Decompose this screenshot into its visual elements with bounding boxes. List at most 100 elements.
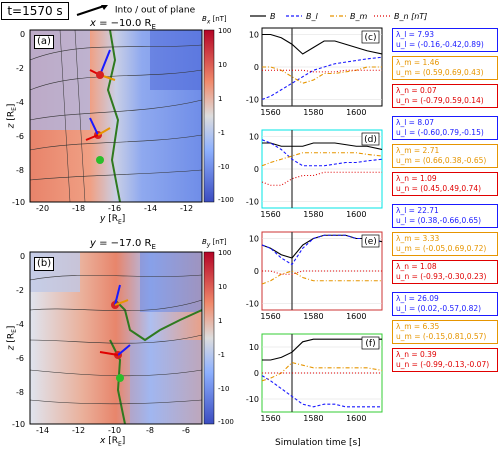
- time-label: t=1570 s: [1, 2, 69, 20]
- into-out-legend: Into / out of plane: [74, 3, 195, 17]
- n-box: λ_n = 1.09 u_n = (0.45,0.49,0.74): [392, 172, 498, 196]
- eigen-group-e: λ_l = 22.71 u_l = (0.38,-0.66,0.65) λ_m …: [392, 204, 498, 284]
- series-legend: B B_l B_m B_n [nT]: [248, 10, 498, 24]
- lambda-n: λ_n = 1.08: [396, 262, 437, 271]
- panel-b-title: y = −17.0 RE: [90, 238, 156, 251]
- panel-label: (c): [365, 33, 377, 43]
- probe-point: [96, 71, 104, 79]
- xtick: 1580: [303, 312, 323, 321]
- series-b-m: [261, 270, 382, 285]
- lambda-m: λ_m = 6.35: [396, 322, 440, 331]
- series-b-m: [261, 361, 383, 382]
- cb-tick: -100: [218, 418, 234, 426]
- lambda-n: λ_n = 0.39: [396, 350, 437, 359]
- panel-a-map: [29, 29, 203, 203]
- panel-a-xtick: -20: [36, 204, 50, 213]
- panel-a-xtick: -14: [144, 204, 158, 213]
- panel-b-xtick: -12: [72, 426, 86, 435]
- m-box: λ_m = 1.46 u_m = (0.59,0.69,0.43): [392, 56, 498, 80]
- series-b: [262, 33, 383, 55]
- u-l: u_l = (-0.16,-0.42,0.89): [396, 40, 484, 49]
- u-m: u_m = (0.59,0.69,0.43): [396, 68, 484, 77]
- panel-b-xlabel: x [RE]: [100, 436, 126, 448]
- panel-label: (e): [364, 237, 377, 247]
- line-xlabel: Simulation time [s]: [275, 438, 361, 448]
- ytick: 0: [254, 267, 259, 276]
- panel-label-box: [361, 336, 380, 350]
- n-box: λ_n = 0.39 u_n = (-0.99,-0.13,-0.07): [392, 348, 498, 372]
- xtick: 1560: [260, 108, 280, 117]
- panel-b-ytick: -8: [16, 388, 24, 397]
- series-b-l: [261, 375, 382, 408]
- panel-b-xtick: -8: [146, 426, 154, 435]
- panel-label-box: [361, 132, 380, 146]
- cb-tick: 1: [218, 95, 223, 103]
- m-box: λ_m = 3.33 u_m = (-0.05,0.69,0.72): [392, 232, 498, 256]
- panel-a-ytick: -4: [16, 98, 24, 107]
- panel-a-xtick: -12: [180, 204, 194, 213]
- panel-a-ytick: -6: [16, 132, 24, 141]
- u-l: u_l = (0.38,-0.66,0.65): [396, 216, 482, 225]
- series-b-m: [262, 66, 382, 84]
- series-b-n: [262, 69, 382, 73]
- xtick: 1600: [346, 108, 366, 117]
- series-b-n: [261, 171, 382, 186]
- cb-tick: 100: [218, 27, 232, 35]
- lambda-m: λ_m = 1.46: [396, 58, 440, 67]
- panel-b-colorbar: [203, 251, 215, 425]
- eigen-group-f: λ_l = 26.09 u_l = (0.02,-0.57,0.82) λ_m …: [392, 292, 498, 372]
- cb-tick: 100: [218, 249, 232, 257]
- panel-a-cb-title: Bx [nT]: [202, 15, 227, 26]
- line-panel-f: 10 0 -10 1560 1580 1600 (f): [246, 333, 383, 423]
- u-m: u_m = (-0.05,0.69,0.72): [396, 244, 487, 253]
- l-box: λ_l = 7.93 u_l = (-0.16,-0.42,0.89): [392, 28, 498, 52]
- series-legend-svg: B B_l B_m B_n [nT]: [250, 12, 427, 21]
- panel-b-map: [29, 251, 203, 425]
- ytick: -10: [246, 395, 259, 404]
- u-n: u_n = (-0.99,-0.13,-0.07): [396, 360, 490, 369]
- ytick: 0: [254, 369, 259, 378]
- xtick: 1580: [303, 108, 323, 117]
- cb-tick: -1: [218, 351, 225, 359]
- panel-b-cb-title: By [nT]: [202, 238, 227, 249]
- ytick: -10: [246, 198, 259, 207]
- cb-tick: 10: [218, 61, 227, 69]
- cb-tick: -1: [218, 129, 225, 137]
- u-n: u_n = (0.45,0.49,0.74): [396, 184, 482, 193]
- xtick: 1580: [303, 414, 323, 423]
- probe-point: [96, 156, 104, 164]
- ytick: 10: [249, 133, 259, 142]
- ytick: -10: [246, 96, 259, 105]
- n-box: λ_n = 0.07 u_n = (-0.79,0.59,0.14): [392, 84, 498, 108]
- legend-bn: B_n [nT]: [394, 12, 427, 21]
- lambda-l: λ_l = 8.07: [396, 118, 435, 127]
- arrow-icon: [76, 5, 108, 16]
- cb-tick: -10: [218, 163, 230, 171]
- m-box: λ_m = 2.71 u_m = (0.66,0.38,-0.65): [392, 144, 498, 168]
- panel-label-box: [361, 30, 380, 44]
- series-b-m: [261, 152, 383, 167]
- ytick: 0: [254, 165, 259, 174]
- panel-a-xtick: -16: [108, 204, 122, 213]
- legend-bm: B_m: [350, 12, 367, 21]
- panel-a-colorbar: [203, 29, 215, 203]
- eigen-boxes: λ_l = 7.93 u_l = (-0.16,-0.42,0.89) λ_m …: [392, 24, 498, 372]
- n-box: λ_n = 1.08 u_n = (-0.93,-0.30,0.23): [392, 260, 498, 284]
- ytick: 10: [249, 343, 259, 352]
- lambda-l: λ_l = 26.09: [396, 294, 439, 303]
- l-box: λ_l = 8.07 u_l = (-0.60,0.79,-0.15): [392, 116, 498, 140]
- lambda-n: λ_n = 1.09: [396, 174, 437, 183]
- panel-b-ytick: -4: [16, 320, 24, 329]
- legend-b: B: [270, 12, 276, 21]
- lambda-l: λ_l = 22.71: [396, 206, 439, 215]
- ytick: 10: [249, 235, 259, 244]
- u-n: u_n = (-0.93,-0.30,0.23): [396, 272, 487, 281]
- panel-a-ytick: -10: [12, 198, 26, 207]
- panel-b-ylabel: z [RE]: [6, 325, 19, 351]
- l-box: λ_l = 22.71 u_l = (0.38,-0.66,0.65): [392, 204, 498, 228]
- xtick: 1560: [260, 210, 280, 219]
- cb-tick: -10: [218, 385, 230, 393]
